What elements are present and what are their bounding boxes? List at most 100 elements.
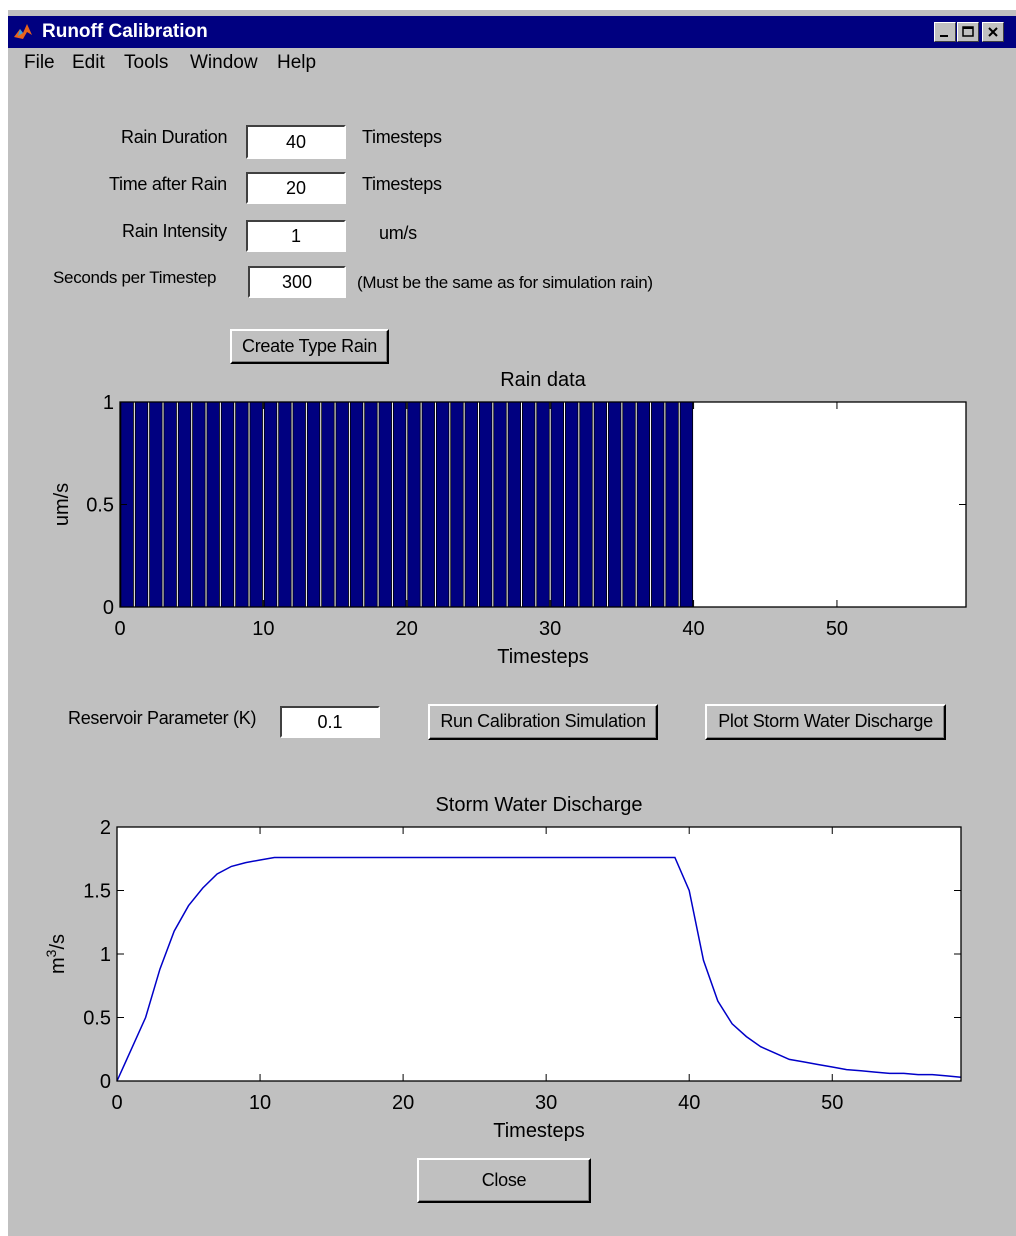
y-tick-label: 0 (103, 597, 114, 619)
y-tick-label: 0 (100, 1071, 111, 1093)
chart-title: Storm Water Discharge (435, 794, 642, 816)
menu-file[interactable]: File (24, 52, 55, 73)
x-axis-label: Timesteps (497, 646, 589, 668)
y-tick-label: 0.5 (86, 495, 114, 517)
rain-intensity-label: Rain Intensity (122, 221, 227, 241)
discharge-series-line (116, 856, 962, 1082)
x-axis-label: Timesteps (493, 1120, 585, 1142)
menu-tools[interactable]: Tools (124, 52, 169, 73)
plot-area (117, 827, 961, 1081)
rain-bar (593, 401, 608, 608)
title-bar[interactable]: Runoff Calibration (8, 16, 1016, 48)
y-tick-label: 0.5 (83, 1008, 111, 1030)
menu-window[interactable]: Window (190, 52, 258, 73)
rain-bar (464, 401, 478, 608)
rain-bar (679, 401, 694, 608)
rain-bar (478, 401, 493, 608)
rain-intensity-input[interactable] (246, 220, 346, 252)
rain-bar (149, 401, 163, 608)
rain-bar (235, 401, 249, 608)
x-tick-label: 30 (539, 618, 561, 640)
run-calibration-simulation-button[interactable]: Run Calibration Simulation (428, 704, 658, 740)
y-tick-label: 1 (100, 944, 111, 966)
rain-duration-unit: Timesteps (362, 127, 442, 147)
create-type-rain-button[interactable]: Create Type Rain (230, 329, 389, 364)
rain-bar (321, 401, 335, 608)
rain-bar (521, 401, 536, 608)
rain-bar (435, 401, 450, 608)
time-after-rain-input[interactable] (246, 172, 346, 204)
rain-bar (651, 401, 665, 608)
rain-bar (364, 401, 378, 608)
rain-bar (507, 401, 521, 608)
y-axis-label: um/s (51, 483, 73, 526)
rain-bar (278, 401, 292, 608)
rain-bar (206, 401, 220, 608)
rain-bar (349, 401, 364, 608)
close-icon (988, 27, 998, 37)
rain-bar (450, 401, 464, 608)
rain-data-chart: 0 10 20 30 40 50 0 0.5 1 Rain data Timesteps um/s (51, 369, 967, 668)
minimize-icon (940, 35, 948, 37)
menu-edit[interactable]: Edit (72, 52, 105, 73)
rain-bar (163, 401, 177, 608)
x-tick-label: 0 (111, 1092, 122, 1114)
rain-bar (378, 401, 392, 608)
time-after-rain-unit: Timesteps (362, 174, 442, 194)
rain-duration-input[interactable] (246, 125, 346, 159)
rain-bar (608, 401, 622, 608)
x-tick-label: 20 (392, 1092, 414, 1114)
matlab-figure-window: Runoff Calibration File Edit Tools Windo… (8, 10, 1016, 1236)
reservoir-parameter-label: Reservoir Parameter (K) (68, 708, 257, 728)
rain-bar (306, 401, 321, 608)
maximize-icon (962, 26, 974, 37)
x-tick-label: 50 (821, 1092, 843, 1114)
x-tick-label: 40 (678, 1092, 700, 1114)
rain-bar (565, 401, 579, 608)
plot-storm-water-discharge-button[interactable]: Plot Storm Water Discharge (705, 704, 946, 740)
rain-bar (192, 401, 206, 608)
close-button[interactable]: Close (417, 1158, 591, 1203)
minimize-button[interactable] (934, 22, 956, 42)
rain-bar (263, 401, 278, 608)
x-tick-label: 30 (535, 1092, 557, 1114)
menu-bar: File Edit Tools Window Help (8, 50, 1016, 76)
matlab-logo-icon (12, 21, 34, 43)
rain-intensity-unit: um/s (379, 223, 417, 243)
y-tick-label: 2 (100, 817, 111, 839)
rain-bar (249, 401, 263, 608)
rain-bar (292, 401, 306, 608)
maximize-button[interactable] (957, 22, 979, 42)
x-tick-label: 20 (396, 618, 418, 640)
rain-bar (536, 401, 550, 608)
time-after-rain-label: Time after Rain (109, 174, 227, 194)
rain-bar (392, 401, 407, 608)
rain-bar (636, 401, 651, 608)
rain-bar (493, 401, 507, 608)
rain-bar (622, 401, 636, 608)
storm-water-discharge-chart: 0 10 20 30 40 50 0 0.5 1 1.5 2 Storm Water Discharg… (43, 794, 962, 1142)
rain-bar (550, 401, 565, 608)
rain-bar (335, 401, 349, 608)
x-tick-label: 40 (682, 618, 704, 640)
menu-help[interactable]: Help (277, 52, 317, 73)
x-tick-label: 0 (114, 618, 125, 640)
rain-bar (220, 401, 235, 608)
seconds-per-timestep-input[interactable] (248, 266, 346, 298)
rain-bar (579, 401, 593, 608)
rain-duration-label: Rain Duration (121, 127, 228, 147)
y-axis-label: m3/s (43, 934, 69, 974)
y-tick-label: 1.5 (83, 881, 111, 903)
close-window-button[interactable] (982, 22, 1004, 42)
rain-bar (177, 401, 192, 608)
y-tick-label: 1 (103, 392, 114, 414)
reservoir-parameter-input[interactable] (280, 706, 380, 738)
window-title: Runoff Calibration (42, 21, 208, 42)
x-tick-label: 10 (249, 1092, 271, 1114)
chart-title: Rain data (500, 369, 586, 391)
seconds-per-timestep-label: Seconds per Timestep (53, 268, 217, 287)
rain-bar (134, 401, 149, 608)
rain-bar (421, 401, 435, 608)
x-tick-label: 50 (826, 618, 848, 640)
rain-bar (407, 401, 421, 608)
